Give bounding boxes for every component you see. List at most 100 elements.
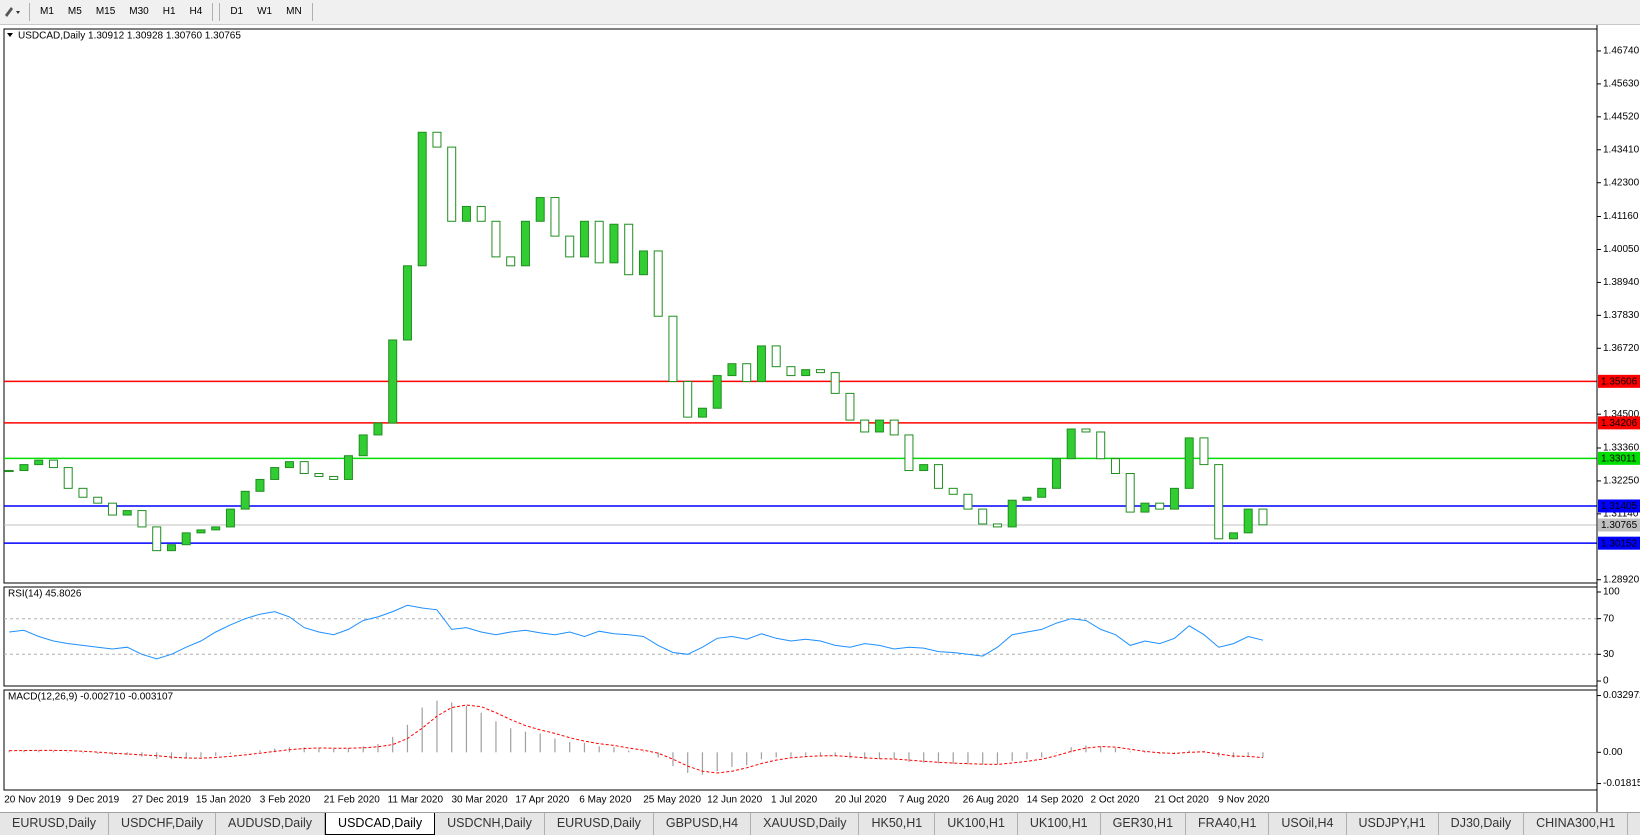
macd-bar: [672, 752, 674, 767]
candle: [535, 197, 545, 222]
chart-tab[interactable]: CHINA300,H1: [1524, 813, 1629, 835]
candle: [476, 205, 486, 222]
chart-tab[interactable]: XAUUSD,Daily: [751, 813, 860, 835]
x-tick-label: 17 Apr 2020: [515, 795, 569, 806]
macd-bar: [392, 736, 394, 753]
chart-tab[interactable]: HK50,H1: [859, 813, 936, 835]
chart-tab[interactable]: EURUSD,Daily: [545, 813, 654, 835]
indicator-line: [9, 604, 1264, 660]
y-tick-label: 30: [1603, 649, 1615, 660]
chart-tab[interactable]: GBPUSD,H4: [654, 813, 752, 835]
timeframe-button[interactable]: M15: [95, 6, 116, 17]
candle: [1214, 464, 1224, 540]
x-tick-label: 2 Oct 2020: [1091, 795, 1140, 806]
x-tick-label: 27 Dec 2019: [132, 795, 189, 806]
chart-tab[interactable]: DJ30,Daily: [1439, 813, 1525, 835]
macd-bar: [583, 742, 586, 753]
timeframe-button[interactable]: M5: [67, 6, 82, 17]
macd-bar: [215, 752, 217, 756]
macd-bar: [67, 751, 69, 753]
candle: [358, 434, 368, 457]
candle: [697, 407, 707, 418]
macd-bar: [642, 751, 645, 753]
candle: [594, 220, 604, 264]
cursor-icon[interactable]: [0, 1, 26, 23]
separator: [219, 3, 221, 21]
candle: [860, 419, 870, 433]
macd-bar: [185, 752, 187, 759]
macd-bar: [1070, 747, 1072, 753]
macd-bar: [495, 721, 497, 753]
candle: [1022, 496, 1032, 501]
timeframe-button[interactable]: MN: [286, 6, 302, 17]
y-tick-label: 0: [1603, 676, 1609, 687]
price-level-label: 1.31405: [1601, 501, 1638, 512]
chart-tab[interactable]: USOil,H4: [1269, 813, 1347, 835]
timeframe-button[interactable]: W1: [257, 6, 273, 17]
macd-bar: [436, 700, 438, 753]
candle: [683, 381, 693, 418]
macd-bar: [701, 752, 704, 775]
macd-bar: [760, 752, 763, 760]
macd-bar: [554, 738, 556, 753]
candle: [830, 372, 840, 394]
y-tick-label: 1.40050: [1603, 244, 1640, 255]
timeframe-button[interactable]: H4: [189, 6, 203, 17]
timeframe-button[interactable]: M30: [129, 6, 149, 17]
macd-bar: [333, 748, 335, 753]
macd-bar: [539, 733, 541, 753]
candle: [373, 422, 383, 436]
chart-tab[interactable]: AUDUSD,Daily: [216, 813, 326, 835]
timeframe-button[interactable]: D1: [230, 6, 244, 17]
chart-tab[interactable]: USDCNH,Daily: [435, 813, 545, 835]
candle: [1096, 431, 1106, 460]
candle: [1228, 532, 1238, 540]
chart-tab[interactable]: USDCHF,Daily: [109, 813, 216, 835]
timeframe-button[interactable]: M1: [40, 6, 54, 17]
macd-bar: [687, 752, 689, 773]
y-tick-label: 1.38940: [1603, 277, 1640, 288]
chart-tab[interactable]: USDJPY,H1: [1347, 813, 1439, 835]
chart-tab[interactable]: USOil,H1: [1628, 813, 1640, 835]
candle: [520, 220, 530, 267]
chart-tab[interactable]: USDCAD,Daily: [325, 813, 436, 835]
candle: [771, 345, 781, 368]
chart-tab[interactable]: UK100,H1: [935, 813, 1018, 835]
macd-bar: [1173, 752, 1176, 754]
candle: [933, 464, 943, 489]
candle: [1140, 502, 1150, 513]
candle: [845, 392, 855, 421]
macd-bar: [569, 741, 571, 753]
macd-bar: [819, 752, 822, 756]
chart-tab[interactable]: EURUSD,Daily: [0, 813, 110, 835]
candle: [388, 339, 398, 424]
candle: [1169, 487, 1179, 510]
macd-bar: [524, 731, 527, 753]
macd-bar: [805, 752, 807, 756]
x-tick-label: 14 Sep 2020: [1027, 795, 1084, 806]
macd-bar: [274, 748, 276, 753]
candle: [978, 508, 988, 525]
chart-tab[interactable]: GER30,H1: [1101, 813, 1187, 835]
panel-title: RSI(14) 45.8026: [8, 589, 82, 600]
candle: [491, 220, 501, 258]
macd-bar: [82, 752, 84, 754]
chart-tab[interactable]: UK100,H1: [1018, 813, 1101, 835]
chart-window: USDCAD,Daily 1.30912 1.30928 1.30760 1.3…: [3, 25, 1640, 812]
candle: [815, 369, 825, 374]
candle: [756, 345, 766, 383]
candle: [329, 475, 339, 480]
timeframe-button[interactable]: H1: [162, 6, 176, 17]
macd-bar: [38, 750, 40, 753]
macd-bar: [923, 752, 925, 763]
candle: [742, 363, 752, 383]
macd-bar: [967, 752, 969, 765]
macd-bar: [1055, 752, 1058, 753]
macd-bar: [731, 752, 733, 767]
candle: [1051, 458, 1061, 489]
candle: [638, 250, 648, 276]
separator: [212, 3, 214, 21]
chart-tab[interactable]: FRA40,H1: [1186, 813, 1270, 835]
macd-bar: [1144, 752, 1146, 754]
x-tick-label: 7 Aug 2020: [899, 795, 950, 806]
